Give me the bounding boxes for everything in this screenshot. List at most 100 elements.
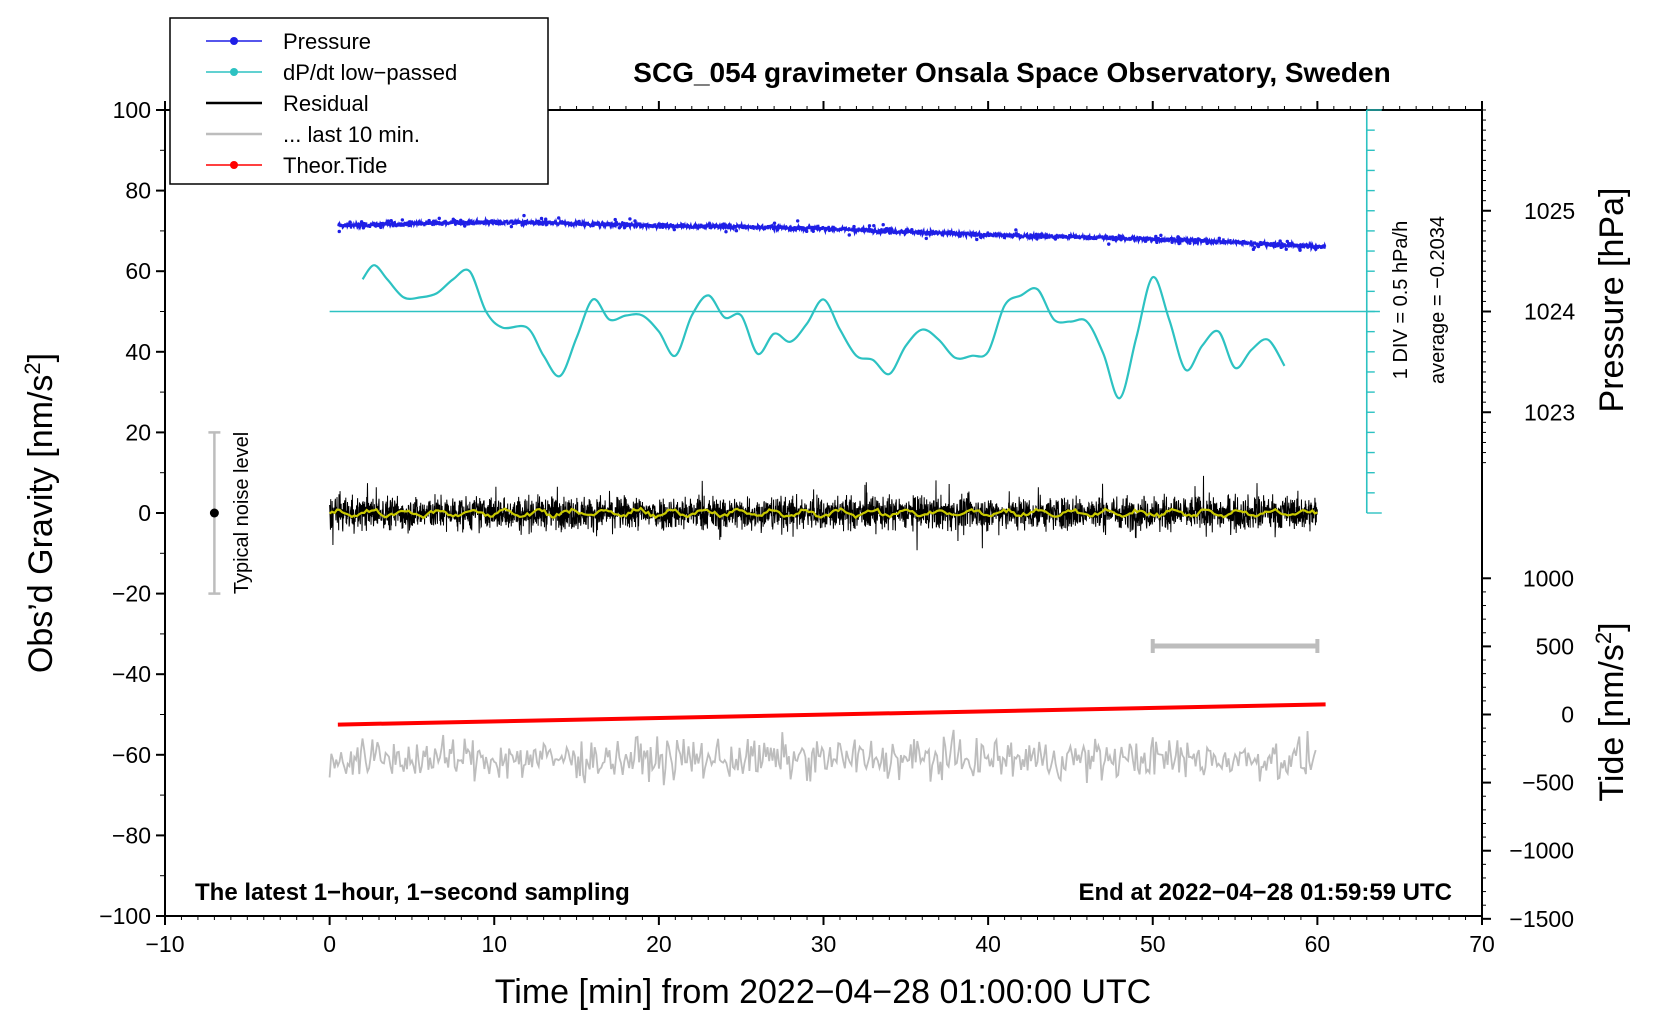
pressure-point bbox=[1068, 234, 1072, 238]
annotation-end-time: End at 2022−04−28 01:59:59 UTC bbox=[1078, 879, 1452, 906]
pressure-point bbox=[958, 234, 962, 238]
pressure-point bbox=[1278, 239, 1282, 243]
x-tick-label: 0 bbox=[323, 931, 336, 957]
tide-tick-label: −1500 bbox=[1509, 906, 1574, 932]
pressure-point bbox=[1298, 243, 1302, 247]
pressure-point bbox=[613, 217, 617, 222]
pressure-point bbox=[1186, 238, 1191, 242]
legend: Pressure dP/dt low−passed Residual ... last… bbox=[169, 17, 549, 185]
series-dpdt bbox=[361, 264, 1286, 400]
dpdt-scale bbox=[329, 109, 1382, 514]
pressure-point bbox=[389, 218, 393, 223]
pressure-point bbox=[910, 227, 914, 232]
tide-axis-ticks: −1500 −1000 −500 0 500 1000 bbox=[1482, 565, 1574, 932]
pressure-point bbox=[509, 224, 514, 229]
pressure-point bbox=[714, 223, 718, 227]
y-tick-label: −40 bbox=[112, 661, 151, 687]
pressure-point bbox=[722, 222, 726, 226]
pressure-point bbox=[361, 226, 366, 230]
pressure-point bbox=[1203, 238, 1207, 242]
pressure-point bbox=[1155, 240, 1159, 245]
legend-marker bbox=[230, 161, 238, 169]
pressure-point bbox=[617, 226, 622, 230]
pressure-point bbox=[798, 225, 803, 230]
pressure-point bbox=[557, 216, 561, 220]
pressure-point bbox=[1170, 240, 1174, 244]
tide-axis-label-sup: 2 bbox=[1591, 632, 1616, 644]
pressure-point bbox=[596, 221, 600, 225]
pressure-point bbox=[772, 221, 777, 225]
pressure-point bbox=[872, 223, 876, 228]
pressure-point bbox=[1291, 243, 1296, 247]
pressure-point bbox=[888, 231, 892, 235]
average-label: average = −0.2034 bbox=[1427, 216, 1449, 384]
pressure-point bbox=[427, 218, 431, 223]
x-tick-label: 30 bbox=[811, 931, 837, 957]
legend-marker bbox=[230, 68, 238, 76]
pressure-point bbox=[1279, 245, 1283, 250]
pressure-point bbox=[1159, 233, 1163, 238]
pressure-point bbox=[1277, 243, 1281, 247]
annotation-sampling: The latest 1−hour, 1−second sampling bbox=[195, 879, 630, 906]
pressure-point bbox=[522, 213, 526, 218]
legend-box bbox=[169, 17, 549, 185]
div-label: 1 DIV = 0.5 hPa/h bbox=[1390, 221, 1412, 379]
tide-tick-label: 500 bbox=[1536, 633, 1574, 659]
tide-axis-label: Tide [nm/s2] bbox=[1591, 622, 1631, 801]
pressure-point bbox=[1315, 245, 1319, 249]
series-tide bbox=[337, 702, 1326, 727]
pressure-point bbox=[1063, 235, 1067, 239]
pressure-point bbox=[459, 218, 463, 223]
pressure-point bbox=[394, 223, 399, 228]
y-tick-label: −60 bbox=[112, 742, 151, 768]
noise-center-dot bbox=[209, 508, 219, 518]
pressure-point bbox=[1053, 237, 1058, 241]
pressure-point bbox=[940, 233, 945, 237]
pressure-point bbox=[1130, 235, 1135, 239]
pressure-point bbox=[359, 220, 364, 224]
pressure-point bbox=[1288, 242, 1293, 246]
pressure-point bbox=[884, 226, 889, 231]
pressure-point bbox=[788, 228, 793, 232]
pressure-point bbox=[407, 220, 412, 224]
y-tick-label: 20 bbox=[125, 419, 151, 445]
series-last10 bbox=[328, 729, 1317, 786]
pressure-point bbox=[539, 216, 544, 221]
x-axis-label: Time [min] from 2022−04−28 01:00:00 UTC bbox=[495, 973, 1151, 1011]
pressure-point bbox=[1107, 242, 1111, 246]
pressure-point bbox=[1193, 240, 1198, 245]
pressure-point bbox=[577, 219, 581, 224]
pressure-point bbox=[614, 220, 618, 225]
y-tick-label: 0 bbox=[138, 500, 151, 526]
pressure-point bbox=[1014, 228, 1018, 232]
pressure-point bbox=[608, 222, 612, 227]
pressure-point bbox=[348, 220, 352, 224]
pressure-point bbox=[1178, 237, 1182, 241]
chart-title: SCG_054 gravimeter Onsala Space Observat… bbox=[633, 57, 1390, 88]
legend-label: Residual bbox=[283, 91, 369, 116]
y-tick-label: 60 bbox=[125, 258, 151, 284]
pressure-point bbox=[498, 222, 502, 226]
pressure-point bbox=[1188, 241, 1192, 245]
pressure-tick-label: 1023 bbox=[1524, 399, 1575, 425]
y-tick-label: −20 bbox=[112, 581, 151, 607]
pressure-point bbox=[1284, 247, 1288, 251]
pressure-point bbox=[975, 237, 979, 242]
pressure-point bbox=[1177, 241, 1181, 246]
legend-label: ... last 10 min. bbox=[283, 122, 420, 147]
y-tick-label: 80 bbox=[125, 178, 151, 204]
pressure-point bbox=[887, 228, 891, 232]
pressure-point bbox=[815, 227, 820, 231]
tide-tick-label: 1000 bbox=[1523, 565, 1574, 591]
legend-marker bbox=[230, 37, 238, 45]
pressure-point bbox=[1193, 237, 1197, 242]
pressure-point bbox=[431, 219, 436, 223]
pressure-point bbox=[451, 217, 455, 221]
x-tick-label: 40 bbox=[975, 931, 1001, 957]
pressure-point bbox=[661, 225, 665, 229]
pressure-point bbox=[1270, 243, 1275, 247]
tide-tick-label: −1000 bbox=[1509, 838, 1574, 864]
pressure-axis-ticks: 1023 1024 1025 bbox=[1482, 109, 1575, 464]
